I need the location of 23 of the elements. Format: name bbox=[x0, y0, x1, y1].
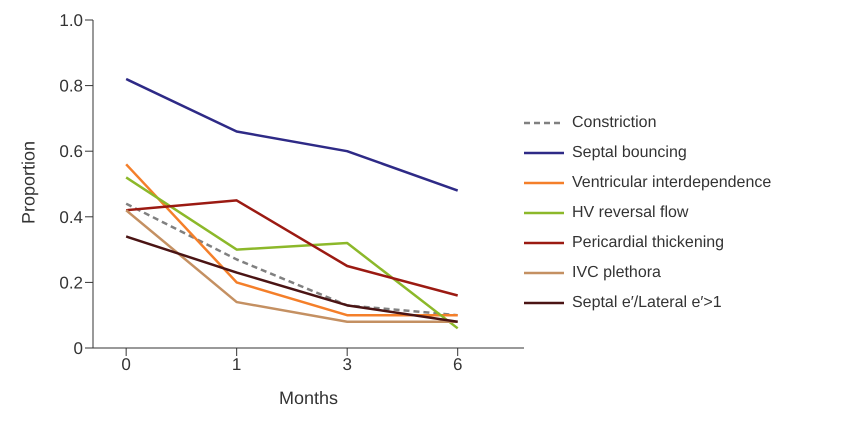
legend-label: Septal bouncing bbox=[572, 144, 687, 162]
y-tick-label: 0.6 bbox=[59, 142, 83, 162]
y-tick-label: 0.2 bbox=[59, 273, 83, 292]
y-tick-label: 0 bbox=[74, 339, 83, 358]
x-tick-label: 1 bbox=[232, 355, 242, 374]
line-series bbox=[124, 199, 459, 297]
y-tick-label: 1.0 bbox=[59, 11, 83, 30]
y-tick-label: 0.8 bbox=[59, 76, 83, 96]
legend-label: Ventricular interdependence bbox=[572, 174, 772, 192]
legend-label: Constriction bbox=[572, 114, 656, 132]
y-tick-label: 0.4 bbox=[59, 208, 83, 227]
line-series bbox=[124, 78, 459, 192]
x-tick-label: 0 bbox=[121, 355, 131, 374]
x-tick-label: 6 bbox=[452, 355, 462, 374]
legend-label: Septal e′/Lateral e′>1 bbox=[572, 294, 722, 312]
legend-label: IVC plethora bbox=[572, 264, 661, 282]
line-series bbox=[124, 235, 459, 324]
legend-label: Pericardial thickening bbox=[572, 234, 724, 252]
line-series bbox=[124, 176, 459, 330]
legend-label: HV reversal flow bbox=[572, 204, 688, 222]
y-axis-title: Proportion bbox=[18, 140, 38, 224]
x-axis-title: Months bbox=[278, 388, 338, 408]
x-tick-label: 3 bbox=[342, 355, 352, 374]
